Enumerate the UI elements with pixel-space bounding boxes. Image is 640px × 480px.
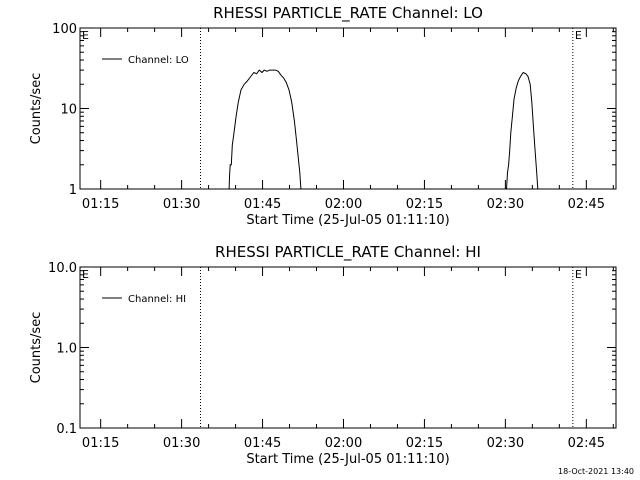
legend-label: Channel: LO (128, 55, 189, 66)
x-tick-label: 02:15 (406, 197, 443, 212)
x-axis-label: Start Time (25-Jul-05 01:11:10) (246, 452, 449, 467)
x-tick-label: 02:15 (406, 436, 443, 451)
y-tick-label: 10.0 (48, 261, 77, 276)
x-tick-label: 02:00 (325, 197, 362, 212)
x-axis-label: Start Time (25-Jul-05 01:11:10) (246, 213, 449, 228)
chart-title: RHESSI PARTICLE_RATE Channel: LO (213, 4, 483, 23)
legend-label: Channel: HI (128, 294, 186, 305)
x-tick-label: 01:45 (244, 436, 281, 451)
generation-timestamp: 18-Oct-2021 13:40 (558, 467, 634, 476)
y-tick-label: 1.0 (56, 342, 77, 357)
x-tick-label: 01:45 (244, 197, 281, 212)
y-tick-label: 100 (52, 22, 77, 37)
plot-frame (79, 266, 617, 429)
x-tick-label: 01:15 (82, 197, 119, 212)
x-tick-label: 01:30 (163, 436, 200, 451)
chart-title: RHESSI PARTICLE_RATE Channel: HI (215, 243, 481, 262)
y-tick-label: 0.1 (56, 422, 77, 437)
x-tick-label: 02:30 (487, 436, 524, 451)
series-line (228, 69, 302, 190)
flag-marker: E (575, 268, 582, 281)
x-tick-label: 02:45 (568, 436, 605, 451)
y-tick-label: 1 (69, 183, 77, 198)
flag-marker: E (82, 268, 89, 281)
series-line (506, 71, 539, 190)
y-axis-label: Counts/sec (29, 73, 44, 145)
flag-marker: E (82, 29, 89, 42)
flag-marker: E (575, 29, 582, 42)
x-tick-label: 02:00 (325, 436, 362, 451)
x-tick-label: 02:45 (568, 197, 605, 212)
y-axis-label: Counts/sec (29, 312, 44, 384)
plot-frame (79, 27, 617, 190)
x-tick-label: 01:30 (163, 197, 200, 212)
x-tick-label: 02:30 (487, 197, 524, 212)
y-tick-label: 10 (60, 103, 77, 118)
x-tick-label: 01:15 (82, 436, 119, 451)
